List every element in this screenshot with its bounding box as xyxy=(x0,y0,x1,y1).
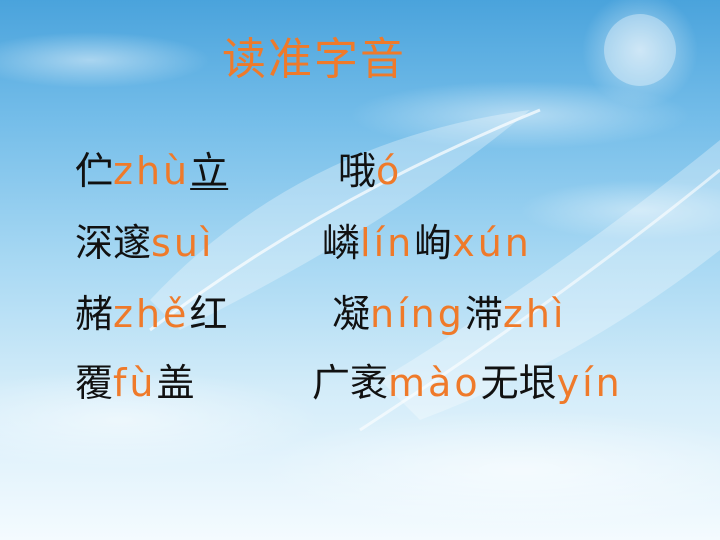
feather-left-stem xyxy=(149,108,541,332)
pinyin: níng xyxy=(370,292,465,336)
word-zhehong: 赭zhě红 xyxy=(75,289,227,339)
hanzi: 无垠 xyxy=(480,361,557,405)
pinyin: zhì xyxy=(502,292,567,336)
pinyin: suì xyxy=(151,221,215,265)
pinyin: xún xyxy=(452,221,532,265)
cloud xyxy=(0,32,210,88)
hanzi: 伫 xyxy=(75,149,114,193)
pinyin: ó xyxy=(376,149,403,193)
word-ningzhi: 凝níng滞zhì xyxy=(332,289,566,339)
hanzi: 深邃 xyxy=(75,221,152,265)
pinyin: zhù xyxy=(113,149,191,193)
word-shensui: 深邃suì xyxy=(75,218,214,268)
pinyin: mào xyxy=(388,361,481,405)
cloud xyxy=(0,370,320,470)
pinyin: fù xyxy=(113,361,157,405)
pinyin: zhě xyxy=(113,292,190,336)
cloud xyxy=(350,81,690,149)
hanzi: 嶙 xyxy=(322,221,361,265)
hanzi: 广袤 xyxy=(312,361,389,405)
feather-left xyxy=(150,110,530,330)
pinyin: yín xyxy=(556,361,623,405)
word-o: 哦ó xyxy=(338,146,402,196)
word-guangmao-wuyin: 广袤mào无垠yín xyxy=(312,358,623,408)
word-zhuli: 伫zhù立 xyxy=(75,146,228,196)
hanzi: 覆 xyxy=(75,361,114,405)
slide-title: 读准字音 xyxy=(222,34,406,85)
cloud xyxy=(520,180,720,240)
hanzi: 盖 xyxy=(156,361,195,405)
feather-right xyxy=(380,140,720,420)
word-linxun: 嶙lín峋xún xyxy=(322,218,532,268)
hanzi: 凝 xyxy=(332,292,371,336)
moon-glow xyxy=(582,0,698,108)
feather-right-stem xyxy=(359,168,720,432)
pinyin: lín xyxy=(360,221,415,265)
hanzi: 峋 xyxy=(414,221,453,265)
word-fugai: 覆fù盖 xyxy=(75,358,195,408)
cloud xyxy=(260,410,720,530)
hanzi: 赭 xyxy=(75,292,114,336)
hanzi: 哦 xyxy=(338,149,377,193)
moon xyxy=(604,14,676,86)
hanzi-underlined: 立 xyxy=(190,149,229,193)
hanzi: 红 xyxy=(189,292,228,336)
hanzi: 滞 xyxy=(464,292,503,336)
